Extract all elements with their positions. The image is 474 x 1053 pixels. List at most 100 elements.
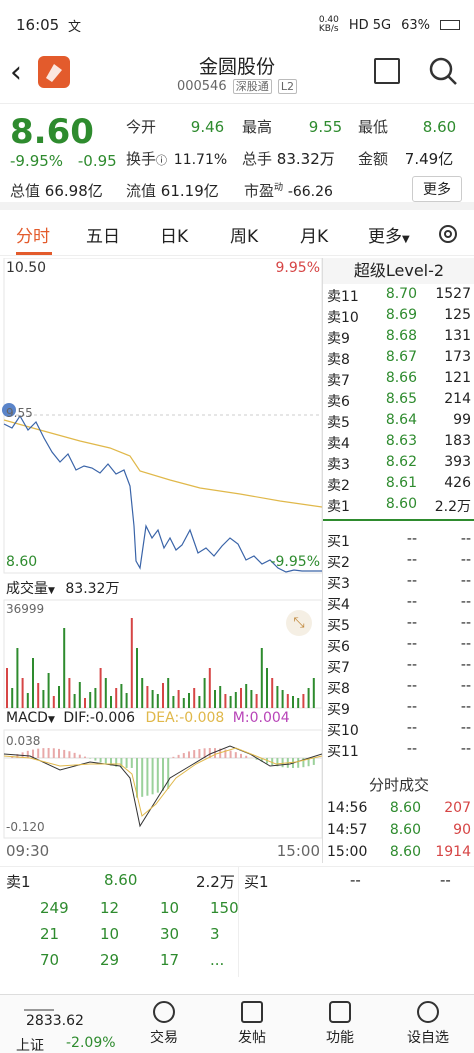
- trades-title[interactable]: 分时成交: [368, 776, 429, 794]
- tab-weekly-k[interactable]: 周K: [230, 227, 259, 247]
- bid-row[interactable]: 买5 -- --: [327, 615, 471, 636]
- ask-label: 卖9: [327, 331, 350, 347]
- tab-intraday[interactable]: 分时: [16, 227, 50, 247]
- bid-row[interactable]: 买2 -- --: [327, 552, 471, 573]
- volume-bar: [52, 696, 55, 708]
- volume-bar: [6, 668, 8, 708]
- bid-row[interactable]: 买10 -- --: [327, 720, 471, 741]
- nav-trade[interactable]: 交易: [134, 1001, 194, 1047]
- ask-label: 卖2: [327, 478, 350, 494]
- macd-bar: [130, 758, 133, 768]
- ask-row[interactable]: 卖7 8.66 121: [327, 370, 471, 391]
- volume-bar: [302, 694, 305, 708]
- bid-row[interactable]: 买6 -- --: [327, 636, 471, 657]
- dea-value: DEA:-0.008: [145, 710, 225, 726]
- macd-header[interactable]: MACD▼ DIF:-0.006 DEA:-0.008 M:0.004: [6, 710, 290, 726]
- volume-bar: [110, 696, 112, 708]
- gear-icon[interactable]: [436, 222, 460, 246]
- bid-label: 买9: [327, 702, 350, 718]
- volume-bar: [214, 690, 216, 708]
- ask-row[interactable]: 卖1 8.60 2.2万: [327, 496, 471, 517]
- bid-vol: --: [460, 741, 471, 757]
- pe-sup: 动: [274, 183, 284, 193]
- bid-row[interactable]: 买9 -- --: [327, 699, 471, 720]
- macd-bar: [99, 758, 102, 763]
- ask-row[interactable]: 卖6 8.65 214: [327, 391, 471, 412]
- nav-post-label: 发帖: [238, 1030, 266, 1046]
- queue-cell: 10: [100, 925, 120, 943]
- tab-daily-k[interactable]: 日K: [160, 227, 189, 247]
- ask-row[interactable]: 卖8 8.67 173: [327, 349, 471, 370]
- bid-price: --: [406, 699, 417, 715]
- mktcap-field: 总值 66.98亿: [10, 180, 103, 201]
- bid-vol: --: [460, 615, 471, 631]
- bid-row[interactable]: 买7 -- --: [327, 657, 471, 678]
- bid-vol: --: [460, 531, 471, 547]
- ask-row[interactable]: 卖9 8.68 131: [327, 328, 471, 349]
- nav-post[interactable]: 发帖: [222, 1001, 282, 1047]
- ask-row[interactable]: 卖2 8.61 426: [327, 475, 471, 496]
- macd-bar: [42, 748, 45, 758]
- ask-price: 8.62: [385, 454, 417, 470]
- order-book-title[interactable]: 超级Level-2: [323, 258, 474, 284]
- macd-bar: [26, 750, 29, 758]
- volume-bar: [99, 668, 102, 708]
- ask-vol: 1527: [435, 286, 471, 302]
- macd-bars: [11, 748, 315, 798]
- queue-cell: 150: [210, 899, 239, 917]
- nav-watchlist[interactable]: 设自选: [398, 1001, 458, 1047]
- edit-icon: [241, 1001, 263, 1023]
- stock-name: 金圆股份: [198, 56, 275, 78]
- quote-panel: 8.60 -9.95% -0.95 今开 9.46 最高 9.55 最低 8.6…: [0, 104, 474, 210]
- volume-header[interactable]: 成交量▼ 83.32万: [6, 578, 119, 598]
- volume-bar: [208, 668, 211, 708]
- info-icon[interactable]: ⓘ: [156, 154, 168, 167]
- low-field: 最低 8.60: [358, 116, 456, 137]
- back-icon[interactable]: ‹: [10, 55, 22, 90]
- bid-row[interactable]: 买1 -- --: [327, 531, 471, 552]
- intraday-chart[interactable]: 10.50 9.95% 9.55 8.60 -9.95% 成交量▼ 83.32万…: [0, 257, 323, 863]
- current-price: 8.60: [10, 112, 94, 152]
- ask-row[interactable]: 卖3 8.62 393: [327, 454, 471, 475]
- volume-bar: [156, 694, 159, 708]
- bid-row[interactable]: 买3 -- --: [327, 573, 471, 594]
- volume-bar: [219, 686, 222, 708]
- tab-monthly-k[interactable]: 月K: [300, 227, 329, 247]
- share-icon[interactable]: [374, 58, 400, 84]
- macd-bar: [271, 758, 274, 765]
- ask-price: 8.66: [385, 370, 417, 386]
- bid-price: --: [406, 531, 417, 547]
- dif-value: DIF:-0.006: [63, 710, 136, 726]
- ask-row[interactable]: 卖10 8.69 125: [327, 307, 471, 328]
- macd-bar: [172, 756, 175, 758]
- macd-bar: [58, 748, 60, 758]
- macd-bar: [68, 751, 71, 758]
- bid-vol: --: [460, 678, 471, 694]
- ask-vol: 131: [444, 328, 471, 344]
- level-tag: L2: [277, 79, 298, 94]
- ask-row[interactable]: 卖4 8.63 183: [327, 433, 471, 454]
- tab-more[interactable]: 更多▼: [368, 222, 410, 247]
- volume-bar: [307, 688, 310, 708]
- search-icon[interactable]: [428, 56, 458, 86]
- macd-bar: [240, 753, 242, 758]
- trade-time: 15:00: [327, 844, 368, 860]
- ask-row[interactable]: 卖5 8.64 99: [327, 412, 471, 433]
- ask-row[interactable]: 卖11 8.70 1527: [327, 286, 471, 307]
- bid-row[interactable]: 买8 -- --: [327, 678, 471, 699]
- queue-cell: 70: [40, 951, 60, 969]
- change-line: -9.95% -0.95: [10, 152, 117, 170]
- nav-watchlist-label: 设自选: [407, 1030, 449, 1046]
- bid-row[interactable]: 买11 -- --: [327, 741, 471, 762]
- nav-function[interactable]: 功能: [310, 1001, 370, 1047]
- index-name: 上证: [16, 1038, 44, 1053]
- expand-icon[interactable]: ⤡: [286, 610, 312, 636]
- bid-vol: --: [460, 720, 471, 736]
- grid-icon: [329, 1001, 351, 1023]
- status-right: 0.40 KB/s HD 5G 63%: [319, 16, 460, 34]
- bid-row[interactable]: 买4 -- --: [327, 594, 471, 615]
- more-button[interactable]: 更多: [412, 176, 462, 202]
- low-label: 最低: [358, 118, 389, 136]
- tab-five-day[interactable]: 五日: [86, 227, 120, 247]
- volume-bar: [203, 678, 206, 708]
